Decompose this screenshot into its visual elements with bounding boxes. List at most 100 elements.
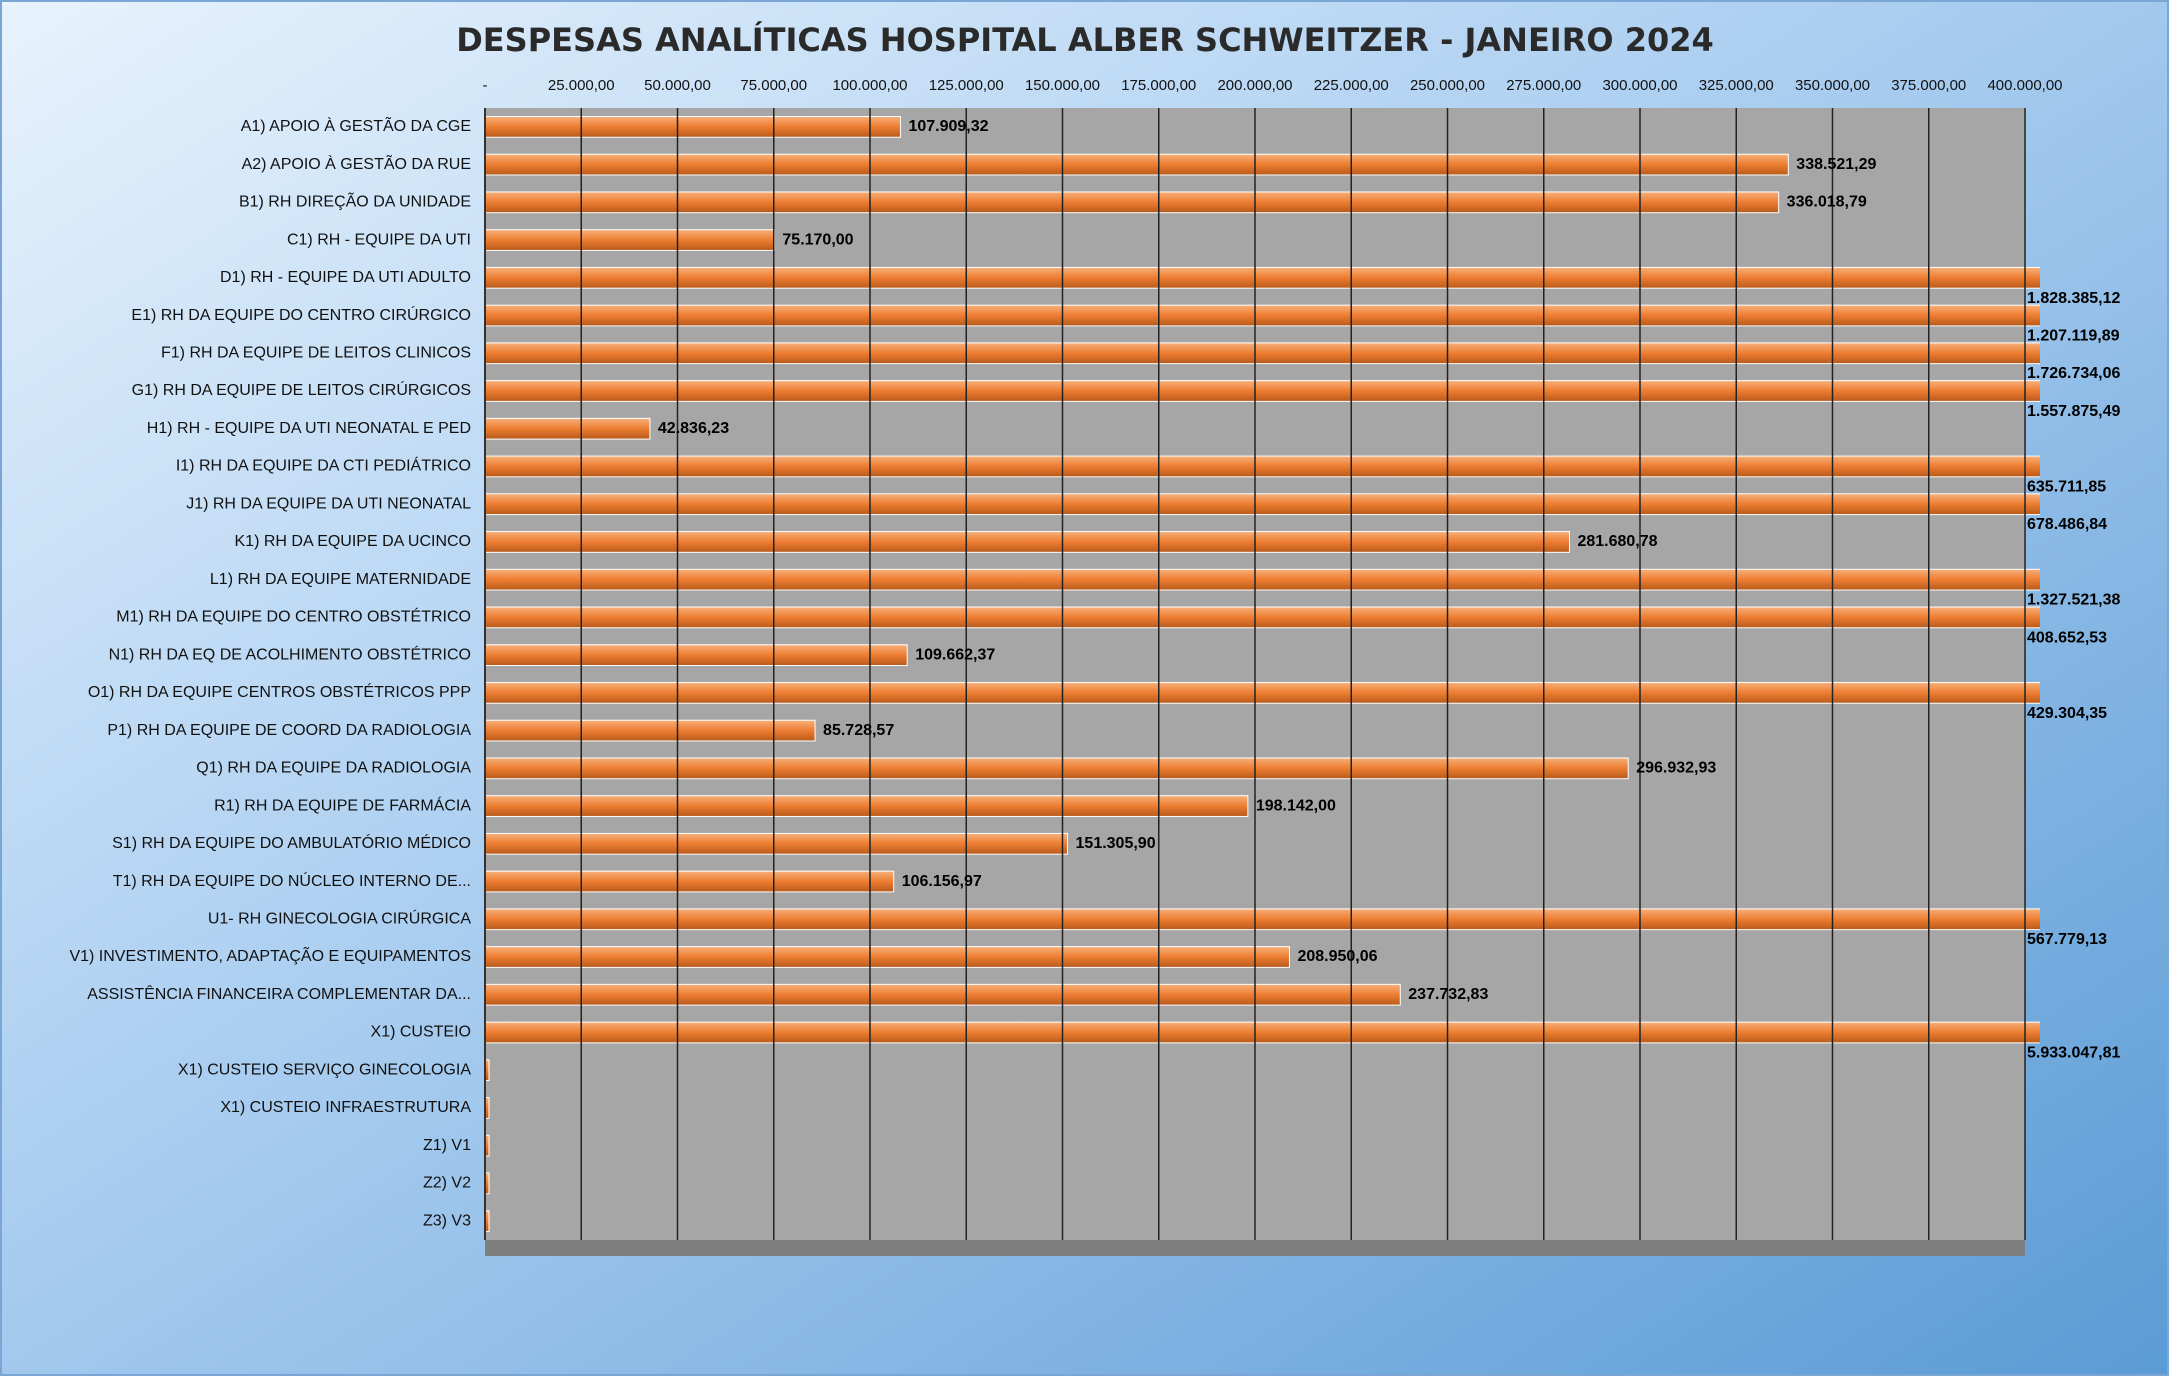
bar: [484, 493, 2040, 516]
plot-floor: [485, 1240, 2025, 1256]
y-tick-label: U1- RH GINECOLOGIA CIRÚRGICA: [208, 908, 471, 927]
y-tick-label: Z1) V1: [423, 1137, 471, 1154]
bar: [484, 568, 2040, 591]
x-tick-label: 75.000,00: [740, 77, 807, 94]
x-tick-label: 100.000,00: [832, 77, 907, 94]
value-label: 296.932,93: [1636, 760, 1716, 777]
bar: [484, 455, 2040, 478]
x-tick-label: -: [483, 77, 488, 94]
value-label: 281.680,78: [1577, 533, 1657, 550]
y-tick-label: Z3) V3: [423, 1212, 471, 1229]
bar: [484, 1021, 2040, 1044]
value-label: 635.711,85: [2027, 478, 2106, 495]
bar: [484, 342, 2040, 365]
bar: [484, 908, 2040, 931]
value-label: 567.779,13: [2027, 931, 2107, 948]
value-label: 5.933.047,81: [2027, 1044, 2121, 1061]
y-tick-label: O1) RH DA EQUIPE CENTROS OBSTÉTRICOS PPP: [88, 682, 471, 701]
y-tick-label: Z2) V2: [423, 1175, 471, 1192]
value-label: 408.652,53: [2027, 629, 2107, 646]
x-tick-label: 375.000,00: [1891, 77, 1966, 94]
x-tick-label: 175.000,00: [1121, 77, 1196, 94]
bar: [484, 606, 2040, 629]
y-tick-label: S1) RH DA EQUIPE DO AMBULATÓRIO MÉDICO: [112, 833, 471, 852]
value-label: 208.950,06: [1297, 948, 1377, 965]
bar: [484, 380, 2040, 402]
value-label: 1.726.734,06: [2027, 365, 2121, 382]
y-tick-label: I1) RH DA EQUIPE DA CTI PEDIÁTRICO: [176, 456, 471, 475]
y-tick-label: B1) RH DIREÇÃO DA UNIDADE: [239, 191, 471, 211]
bar: [484, 644, 908, 667]
x-tick-label: 300.000,00: [1602, 77, 1677, 94]
bar: [484, 304, 2040, 327]
value-label: 151.305,90: [1076, 835, 1156, 852]
y-tick-label: G1) RH DA EQUIPE DE LEITOS CIRÚRGICOS: [132, 380, 471, 399]
y-tick-label: A1) APOIO À GESTÃO DA CGE: [241, 115, 471, 135]
x-tick-label: 25.000,00: [548, 77, 615, 94]
bar: [484, 417, 651, 440]
y-tick-label: V1) INVESTIMENTO, ADAPTAÇÃO E EQUIPAMENT…: [69, 945, 471, 965]
value-label: 1.828.385,12: [2027, 290, 2121, 307]
value-label: 42.836,23: [658, 420, 729, 437]
bar: [484, 115, 901, 138]
value-label: 75.170,00: [782, 231, 853, 248]
x-tick-label: 50.000,00: [644, 77, 711, 94]
value-label: 336.018,79: [1787, 194, 1867, 211]
value-label: 678.486,84: [2027, 516, 2107, 533]
x-tick-label: 225.000,00: [1314, 77, 1389, 94]
x-tick-label: 350.000,00: [1795, 77, 1870, 94]
y-tick-label: X1) CUSTEIO INFRAESTRUTURA: [220, 1099, 471, 1116]
value-label: 237.732,83: [1408, 986, 1488, 1003]
y-tick-label: D1) RH - EQUIPE DA UTI ADULTO: [220, 269, 471, 286]
y-tick-label: J1) RH DA EQUIPE DA UTI NEONATAL: [186, 495, 471, 512]
value-label: 109.662,37: [915, 646, 995, 663]
plot: [484, 115, 2040, 1233]
bar: [484, 229, 775, 251]
bar: [484, 531, 1570, 553]
y-tick-label: X1) CUSTEIO: [371, 1024, 471, 1041]
x-tick-label: 275.000,00: [1506, 77, 1581, 94]
x-tick-label: 250.000,00: [1410, 77, 1485, 94]
bar: [484, 983, 1401, 1006]
x-tick-label: 150.000,00: [1025, 77, 1100, 94]
y-tick-label: F1) RH DA EQUIPE DE LEITOS CLINICOS: [161, 344, 471, 361]
x-tick-label: 125.000,00: [929, 77, 1004, 94]
y-tick-label: C1) RH - EQUIPE DA UTI: [287, 231, 471, 248]
y-tick-label: M1) RH DA EQUIPE DO CENTRO OBSTÉTRICO: [116, 607, 471, 626]
y-tick-label: A2) APOIO À GESTÃO DA RUE: [242, 153, 471, 173]
y-tick-label: Q1) RH DA EQUIPE DA RADIOLOGIA: [196, 760, 471, 777]
value-label: 1.557.875,49: [2027, 403, 2121, 420]
bar: [484, 153, 1789, 176]
value-label: 85.728,57: [823, 722, 894, 739]
y-tick-label: X1) CUSTEIO SERVIÇO GINECOLOGIA: [178, 1061, 471, 1078]
y-tick-label: L1) RH DA EQUIPE MATERNIDADE: [210, 571, 471, 588]
value-label: 1.207.119,89: [2027, 328, 2120, 345]
bar: [484, 757, 1629, 780]
y-tick-label: K1) RH DA EQUIPE DA UCINCO: [235, 533, 472, 550]
x-tick-label: 325.000,00: [1699, 77, 1774, 94]
bar: [484, 870, 895, 893]
bar: [484, 191, 1780, 214]
value-label: 107.909,32: [908, 118, 988, 135]
value-label: 338.521,29: [1796, 156, 1876, 173]
chart-title: DESPESAS ANALÍTICAS HOSPITAL ALBER SCHWE…: [456, 21, 1714, 59]
x-tick-label: 200.000,00: [1217, 77, 1292, 94]
y-tick-label: ASSISTÊNCIA FINANCEIRA COMPLEMENTAR DA..…: [87, 984, 471, 1003]
value-label: 1.327.521,38: [2027, 592, 2121, 609]
bar: [484, 681, 2040, 704]
y-tick-label: N1) RH DA EQ DE ACOLHIMENTO OBSTÉTRICO: [109, 644, 471, 663]
y-tick-label: R1) RH DA EQUIPE DE FARMÁCIA: [214, 795, 471, 814]
bar: [484, 719, 816, 742]
value-label: 198.142,00: [1256, 797, 1336, 814]
x-tick-label: 400.000,00: [1987, 77, 2062, 94]
bar: [484, 946, 1290, 968]
y-tick-label: H1) RH - EQUIPE DA UTI NEONATAL E PED: [147, 420, 471, 437]
value-label: 106.156,97: [902, 873, 982, 890]
bar: [484, 832, 1069, 855]
y-tick-label: P1) RH DA EQUIPE DE COORD DA RADIOLOGIA: [107, 722, 471, 739]
bar: [484, 795, 1249, 817]
y-tick-label: E1) RH DA EQUIPE DO CENTRO CIRÚRGICO: [131, 305, 471, 324]
bar: [484, 266, 2040, 289]
